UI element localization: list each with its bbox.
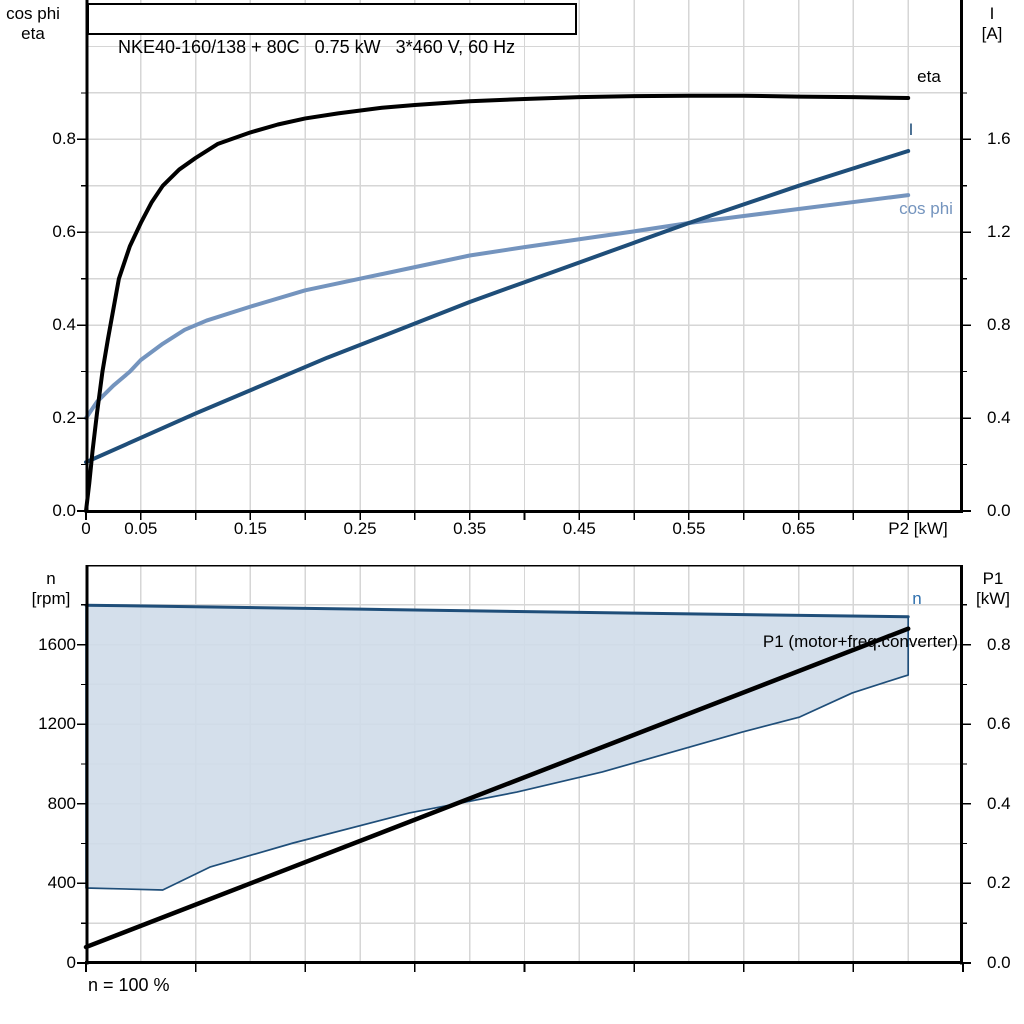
n-curve bbox=[84, 603, 910, 619]
eta-curve bbox=[84, 93, 911, 513]
cos-phi-curve bbox=[84, 193, 911, 421]
i-curve bbox=[84, 148, 911, 465]
p1-curve bbox=[83, 626, 911, 950]
n-envelope-fill bbox=[86, 605, 909, 890]
